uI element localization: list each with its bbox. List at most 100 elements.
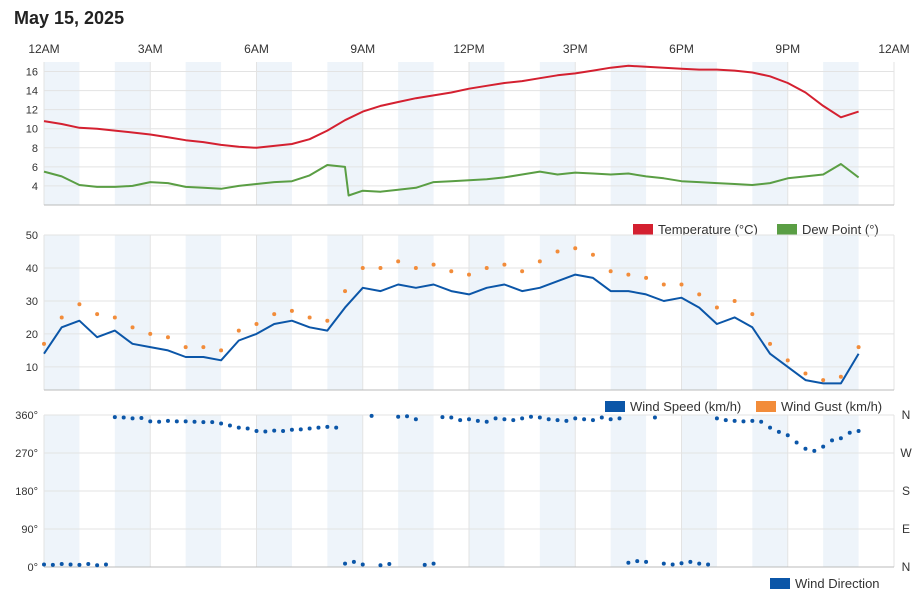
wind-direction-point (759, 419, 764, 424)
wind-direction-point (511, 418, 516, 423)
wind-gust-point (236, 328, 241, 333)
wind-direction-point (830, 438, 835, 443)
wind-direction-point (458, 418, 463, 423)
wind-direction-point (86, 562, 91, 567)
wind-direction-point (821, 444, 826, 449)
wind-direction-point (369, 413, 374, 418)
wind-direction-point (449, 415, 454, 420)
wind-gust-point (360, 265, 365, 270)
wind-direction-point (405, 414, 410, 419)
wind-direction-point (617, 416, 622, 421)
chart-panel-3: 0° N 90° E 180° S 270° W 360° N Wind Direction (15, 408, 912, 591)
wind-direction-point (847, 430, 852, 435)
wind-gust-point (803, 371, 808, 376)
wind-gust-point (396, 259, 401, 264)
wind-direction-point (652, 415, 657, 420)
wind-gust-point (112, 315, 117, 320)
y-tick-label: 270° (15, 448, 38, 460)
y-tick-label: 10 (26, 124, 38, 136)
wind-direction-point (714, 416, 719, 421)
wind-direction-point (59, 562, 64, 567)
hour-band (823, 62, 859, 205)
hour-band (327, 235, 363, 390)
wind-direction-point (688, 559, 693, 564)
wind-gust-point (697, 292, 702, 297)
compass-label: N (902, 560, 911, 574)
wind-direction-point (475, 418, 480, 423)
wind-gust-point (750, 312, 755, 317)
time-axis-label: 12AM (878, 42, 909, 56)
hour-band (114, 235, 151, 390)
wind-direction-point (298, 427, 303, 432)
wind-direction-point (706, 562, 711, 567)
hour-band (327, 62, 363, 205)
hour-band (185, 62, 222, 205)
wind-direction-point (281, 429, 286, 434)
wind-direction-point (307, 426, 312, 431)
hour-band (185, 235, 222, 390)
wind-direction-point (219, 421, 224, 426)
legend-swatch (756, 401, 776, 412)
wind-direction-point (608, 417, 613, 422)
wind-direction-point (502, 417, 507, 422)
wind-direction-point (520, 416, 525, 421)
wind-direction-point (112, 415, 117, 420)
wind-direction-point (289, 427, 294, 432)
y-tick-label: 10 (26, 362, 38, 374)
wind-direction-point (467, 417, 471, 422)
y-tick-label: 14 (26, 86, 38, 98)
wind-direction-point (582, 417, 587, 422)
time-axis-label: 3AM (138, 42, 163, 56)
time-axis-label: 12AM (28, 42, 59, 56)
wind-gust-point (502, 262, 507, 267)
wind-direction-point (121, 415, 126, 420)
legend-label: Dew Point (°) (802, 222, 879, 237)
hour-band (398, 235, 434, 390)
wind-gust-point (714, 305, 719, 310)
wind-direction-point (697, 561, 702, 566)
y-tick-label: 4 (32, 181, 38, 193)
wind-direction-point (130, 416, 135, 421)
legend-swatch (777, 224, 797, 235)
wind-direction-point (768, 425, 773, 430)
dew-point-line (43, 163, 860, 197)
wind-gust-point (95, 312, 100, 317)
wind-direction-point (670, 562, 675, 567)
compass-label: N (902, 408, 911, 422)
wind-gust-point (590, 252, 595, 257)
wind-gust-point (343, 289, 348, 294)
wind-direction-point (661, 561, 666, 566)
wind-direction-point (555, 418, 560, 423)
wind-gust-point (626, 272, 631, 277)
wind-direction-point (546, 417, 551, 422)
wind-direction-point (50, 562, 55, 567)
wind-direction-point (254, 429, 259, 434)
wind-direction-point (564, 418, 569, 423)
wind-direction-point (360, 562, 365, 567)
hour-band (752, 62, 788, 205)
y-tick-label: 20 (26, 329, 38, 341)
y-tick-label: 90° (21, 524, 38, 536)
wind-direction-point (343, 561, 348, 566)
hour-band (44, 235, 80, 390)
y-tick-label: 360° (15, 410, 38, 422)
y-tick-label: 12 (26, 105, 38, 117)
wind-direction-point (183, 419, 188, 424)
legend-swatch (633, 224, 653, 235)
wind-direction-point (528, 414, 533, 419)
wind-direction-point (316, 425, 321, 430)
hour-band (398, 62, 434, 205)
wind-gust-point (59, 315, 64, 320)
compass-label: W (900, 446, 912, 460)
time-axis-label: 3PM (563, 42, 588, 56)
wind-direction-point (599, 415, 604, 420)
wind-direction-point (431, 561, 436, 566)
wind-gust-point (555, 249, 560, 254)
hour-band (44, 62, 80, 205)
wind-direction-point (413, 417, 418, 422)
wind-direction-point (838, 436, 843, 441)
hour-band (539, 62, 576, 205)
y-tick-label: 180° (15, 486, 38, 498)
wind-direction-point (95, 563, 100, 568)
wind-direction-point (165, 418, 170, 423)
